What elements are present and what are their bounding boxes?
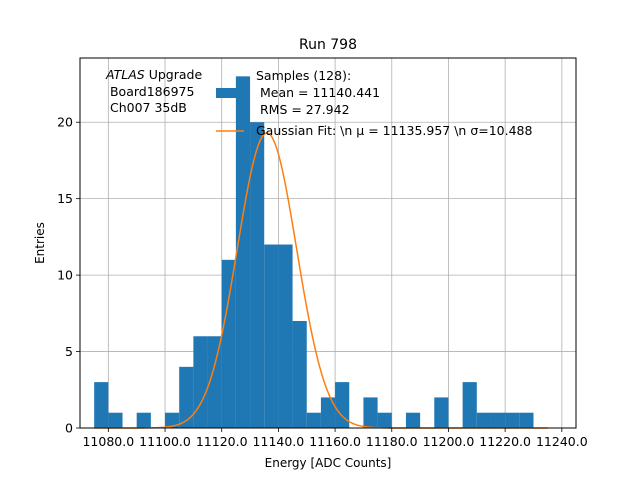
y-tick-label: 0 — [65, 421, 73, 436]
y-tick-label: 20 — [57, 115, 73, 130]
legend-swatch-samples — [216, 88, 244, 98]
histogram-bar — [264, 244, 279, 428]
histogram-bar — [136, 412, 151, 428]
histogram-bar — [320, 397, 336, 428]
histogram-bar — [292, 320, 307, 428]
y-tick-label: 10 — [57, 268, 73, 283]
histogram-bar — [490, 412, 506, 428]
annotation-line-1: ATLAS Upgrade — [105, 67, 202, 82]
histogram-bar — [108, 412, 123, 428]
legend: Samples (128): Mean = 11140.441 RMS = 27… — [216, 68, 532, 138]
annotation-atlas: ATLAS — [105, 67, 145, 82]
histogram-bar — [306, 412, 321, 428]
x-tick-label: 11160.0 — [309, 434, 361, 449]
histogram-bar — [207, 336, 222, 428]
legend-samples-mean: Mean = 11140.441 — [256, 85, 380, 100]
histogram-bar — [462, 382, 477, 428]
y-tick-label: 15 — [57, 191, 73, 206]
histogram-bar — [405, 412, 421, 428]
x-axis-ticks: 11080.0 11100.0 11120.0 11140.0 11160.0 11180… — [82, 428, 588, 449]
x-tick-label: 11240.0 — [536, 434, 588, 449]
x-axis-label: Energy [ADC Counts] — [265, 456, 392, 470]
annotation-board: Board186975 — [106, 84, 194, 99]
x-tick-label: 11120.0 — [196, 434, 248, 449]
histogram-bar — [165, 412, 180, 428]
y-tick-label: 5 — [65, 344, 73, 359]
legend-samples-rms: RMS = 27.942 — [256, 102, 350, 117]
x-tick-label: 11220.0 — [479, 434, 531, 449]
histogram-bar — [235, 76, 251, 428]
x-tick-label: 11080.0 — [82, 434, 134, 449]
histogram-bar — [505, 412, 520, 428]
histogram-bar — [377, 412, 392, 428]
histogram-bar — [221, 259, 236, 428]
plot-frame — [79, 57, 577, 429]
legend-fit-label: Gaussian Fit: \n μ = 11135.957 \n σ=10.4… — [256, 123, 532, 138]
x-tick-label: 11180.0 — [366, 434, 418, 449]
annotation-channel: Ch007 35dB — [106, 100, 187, 115]
x-tick-label: 11200.0 — [423, 434, 475, 449]
y-axis-ticks: 0 5 10 15 20 — [57, 115, 80, 436]
x-tick-label: 11100.0 — [139, 434, 191, 449]
histogram-bar — [363, 397, 378, 428]
histogram-bar — [278, 244, 293, 428]
histogram-bar — [250, 122, 265, 428]
histogram-bar — [94, 382, 109, 428]
annotation-upgrade: Upgrade — [145, 67, 203, 82]
histogram-bar — [179, 366, 194, 428]
atlas-annotation: ATLAS Upgrade Board186975 Ch007 35dB — [105, 67, 202, 115]
x-tick-label: 11140.0 — [253, 434, 305, 449]
y-axis-label: Entries — [33, 222, 47, 264]
legend-samples-line-1: Samples (128): — [256, 68, 351, 83]
histogram-bar — [193, 336, 208, 428]
chart-title: Run 798 — [299, 37, 357, 53]
histogram-bar — [335, 382, 350, 428]
histogram-bar — [476, 412, 491, 428]
histogram-bar — [434, 397, 449, 428]
histogram-bars — [94, 76, 534, 428]
histogram-bar — [519, 412, 534, 428]
